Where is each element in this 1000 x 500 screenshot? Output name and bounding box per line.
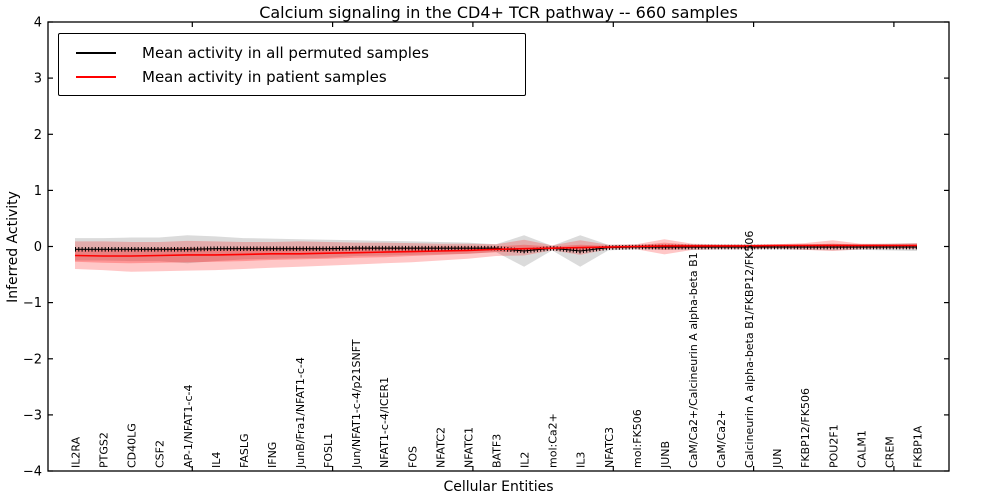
x-category-label: CaM/Ca2+ (715, 410, 728, 468)
x-category-label: JUN (771, 448, 784, 469)
x-category-label: JUNB (659, 441, 672, 469)
y-axis: 4 3 2 1 0 −1 −2 −3 −4 (23, 16, 949, 480)
patient-mean-line (74, 244, 917, 257)
patient-samples-band-inner (75, 242, 917, 264)
y-tick-label: 4 (34, 16, 42, 31)
x-axis-title: Cellular Entities (443, 479, 554, 495)
x-category-label: AP-1/NFAT1-c-4 (182, 384, 195, 468)
legend-label: Mean activity in all permuted samples (142, 43, 429, 62)
patient-line-swatch-icon (76, 75, 116, 78)
x-category-label: NFATC1 (462, 427, 475, 468)
chart-title: Calcium signaling in the CD4+ TCR pathwa… (259, 3, 738, 22)
x-category-label: NFAT1-c-4/ICER1 (378, 377, 391, 468)
x-category-label: FOS (406, 446, 419, 468)
x-axis (191, 22, 895, 471)
x-category-label: FASLG (238, 434, 251, 468)
x-category-label: POU2F1 (827, 424, 840, 468)
legend-item-permuted: Mean activity in all permuted samples (76, 44, 525, 62)
x-category-label: FKBP12/FK506 (799, 388, 812, 468)
y-tick-label: −3 (23, 408, 42, 423)
x-category-label: CSF2 (154, 440, 167, 468)
permuted-samples-band (75, 235, 917, 267)
x-category-label: CaM/Ca2+/Calcineurin A alpha-beta B1 (687, 252, 700, 468)
y-tick-label: −4 (23, 465, 42, 480)
y-tick-label: 2 (34, 128, 42, 143)
x-category-label: FKBP1A (912, 425, 925, 468)
x-category-label: FOSL1 (322, 433, 335, 468)
x-category-label: IL3 (575, 452, 588, 468)
x-category-label: CALM1 (855, 430, 868, 468)
y-tick-label: 1 (34, 184, 42, 199)
x-category-label: IL2RA (70, 436, 83, 468)
x-category-label: Jun/NFAT1-c-4/p21SNFT (350, 339, 363, 469)
x-category-label: Calcineurin A alpha-beta B1/FKBP12/FK506 (743, 231, 756, 468)
legend-label: Mean activity in patient samples (142, 67, 387, 86)
x-category-labels: IL2RA PTGS2 CD40LG CSF2 AP-1/NFAT1-c-4 IL4 FAS… (70, 231, 925, 469)
x-category-label: mol:Ca2+ (547, 413, 560, 468)
x-category-label: mol:FK506 (631, 409, 644, 468)
y-axis-title: Inferred Activity (5, 191, 21, 303)
legend: Mean activity in all permuted samples Me… (58, 33, 526, 96)
y-tick-label: 3 (34, 72, 42, 87)
permuted-mean-line (75, 246, 917, 252)
x-category-label: NFATC3 (603, 427, 616, 468)
x-category-label: BATF3 (491, 434, 504, 468)
x-category-label: NFATC2 (434, 427, 447, 468)
y-tick-label: −2 (23, 352, 42, 367)
x-category-label: IL4 (210, 452, 223, 468)
permuted-line-swatch-icon (76, 51, 116, 54)
y-tick-label: 0 (34, 240, 42, 255)
confidence-bands (75, 235, 917, 272)
x-category-label: CD40LG (126, 423, 139, 468)
x-category-label: CREM (883, 436, 896, 468)
legend-item-patient: Mean activity in patient samples (76, 68, 525, 86)
x-category-label: IL2 (519, 452, 532, 468)
x-category-label: IFNG (266, 442, 279, 468)
x-category-label: PTGS2 (98, 432, 111, 468)
x-category-label: JunB/Fra1/NFAT1-c-4 (294, 357, 307, 469)
y-tick-label: −1 (23, 296, 42, 311)
